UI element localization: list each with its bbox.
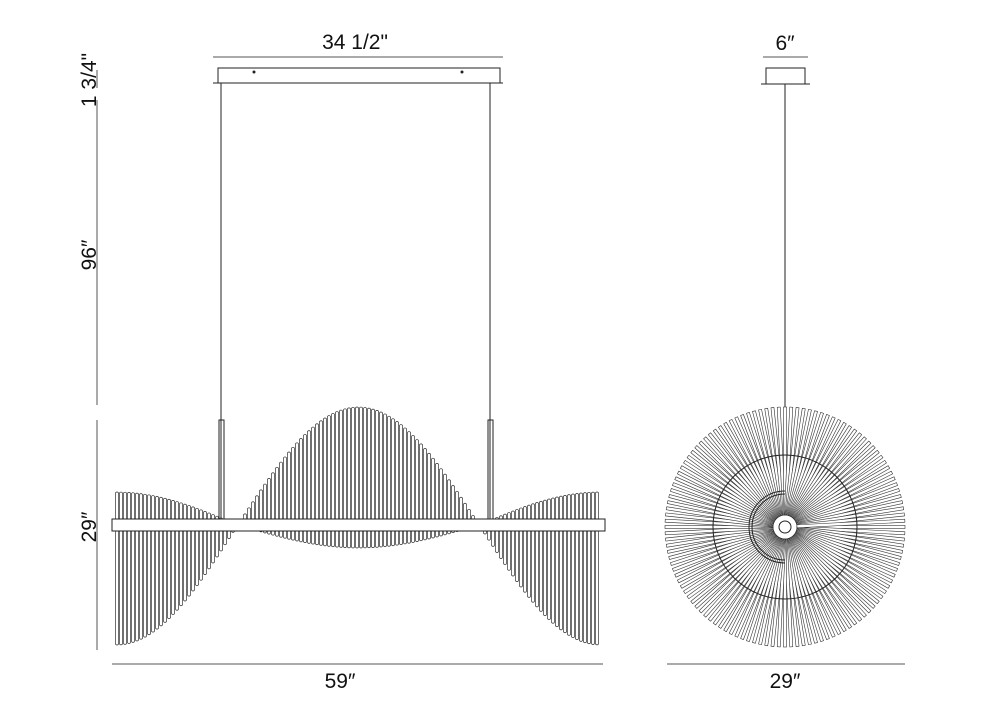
crystal-rod	[351, 406, 355, 549]
crystal-rod	[151, 495, 155, 633]
crystal-rod	[383, 413, 387, 547]
crystal-rod	[363, 407, 367, 549]
crystal-rod	[123, 491, 127, 645]
crystal-rod	[539, 500, 543, 612]
crystal-rod	[155, 496, 159, 630]
crystal-rod	[567, 494, 571, 636]
crystal-rod	[587, 491, 591, 645]
crystal-rod	[135, 492, 139, 642]
crystal-rod	[143, 493, 147, 638]
crystal-rod	[379, 411, 383, 548]
crystal-rod	[595, 491, 599, 646]
crystal-rod	[407, 431, 411, 544]
crystal-rod	[283, 456, 287, 539]
crystal-rod	[391, 418, 395, 547]
crystal-rod	[331, 413, 335, 548]
crystal-rod	[139, 493, 143, 640]
half-ring	[748, 490, 786, 564]
canopy-screw	[252, 70, 256, 74]
crystal-rod	[167, 498, 171, 619]
crystal-rod	[371, 408, 375, 548]
crystal-rod	[307, 430, 311, 544]
crystal-rod	[367, 407, 371, 549]
crystal-rod	[323, 417, 327, 547]
crystal-rod	[571, 493, 575, 639]
crystal-rod	[551, 497, 555, 624]
crystal-rod	[291, 446, 295, 541]
crystal-rod	[579, 492, 583, 642]
crystal-rod	[375, 410, 379, 548]
crystal-rod	[423, 448, 427, 541]
crystal-rod	[179, 502, 183, 607]
crystal-rod	[131, 492, 135, 643]
crystal-rod	[591, 491, 595, 645]
crystal-rod	[583, 492, 587, 644]
crystal-rod	[163, 497, 167, 623]
crystal-rod	[287, 451, 291, 540]
crystal-rod	[343, 408, 347, 548]
crystal-rod	[159, 496, 163, 627]
half-ring-inner	[751, 493, 786, 561]
crystal-rod	[299, 438, 303, 543]
crystal-rod	[395, 421, 399, 546]
crystal-rod	[319, 420, 323, 546]
crystal-rod	[431, 457, 435, 539]
crystal-rod	[119, 491, 123, 646]
crystal-rod	[359, 406, 363, 549]
crystal-rod	[303, 434, 307, 544]
fixture-width-label: 59″	[325, 670, 356, 693]
crystal-rod	[127, 492, 131, 644]
crystal-rod	[339, 409, 343, 548]
canopy-width-label: 34 1/2"	[322, 31, 388, 54]
fixture-height-label: 29″	[78, 511, 101, 542]
side-diameter-label: 29″	[770, 670, 801, 693]
crystal-rod	[147, 494, 151, 636]
crystal-rod	[411, 435, 415, 543]
drop-length-label: 96″	[78, 239, 101, 270]
crystal-rod	[543, 499, 547, 616]
crystal-rod	[547, 498, 551, 620]
crystal-rod	[347, 407, 351, 549]
center-hub	[778, 520, 792, 534]
crystal-rod	[415, 439, 419, 543]
crystal-rod	[427, 452, 431, 540]
crystal-rod	[355, 406, 359, 549]
canopy-height-label: 1 3/4"	[78, 53, 101, 107]
crystal-rod	[575, 493, 579, 641]
radial-rod	[796, 518, 906, 529]
crystal-rod	[559, 495, 563, 631]
crystal-rod	[535, 502, 539, 608]
crystal-rod	[279, 461, 283, 538]
crystal-rod	[171, 500, 175, 615]
crystal-rod	[295, 442, 299, 542]
crystal-rod	[419, 443, 423, 542]
crystal-rod	[315, 423, 319, 546]
canopy-front	[217, 67, 501, 84]
fixture-bar	[111, 518, 606, 532]
crystal-rod	[311, 426, 315, 545]
crystal-rod	[403, 427, 407, 545]
crystal-rod	[175, 501, 179, 611]
canopy-screw	[460, 70, 464, 74]
crystal-rod	[115, 491, 119, 646]
crystal-rod	[387, 415, 391, 547]
crystal-rod	[555, 496, 559, 628]
crystal-rod	[563, 495, 567, 634]
side-radial-rods	[664, 406, 906, 648]
crystal-rod	[327, 415, 331, 547]
crystal-rod	[399, 424, 403, 545]
canopy-side	[765, 67, 806, 85]
crystal-rod	[335, 411, 339, 548]
inner-ring	[712, 454, 858, 600]
side-canopy-label: 6″	[775, 32, 795, 55]
